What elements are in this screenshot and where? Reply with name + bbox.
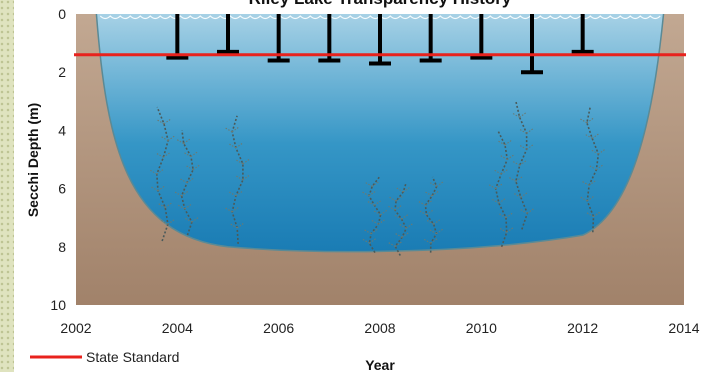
plant-leaf	[224, 126, 240, 133]
plant-leaf	[229, 222, 245, 229]
chart-panel: 0 2 4 6 8 10 2002 2004 2006 2008 2010 2012 2014 Ril…	[14, 0, 715, 372]
plant-leaf	[512, 159, 528, 166]
plant-leaf	[363, 228, 379, 235]
x-tick-2012: 2012	[567, 320, 598, 336]
plant-leaf	[373, 209, 388, 216]
plant-leaf	[224, 206, 240, 213]
plant-leaf	[429, 228, 444, 235]
secchi-bars	[166, 14, 594, 75]
plant-leaf	[371, 218, 386, 225]
plant-stalk	[394, 182, 408, 256]
secchi-depth-chart: 0 2 4 6 8 10 2002 2004 2006 2008 2010 2012 2014 Ril…	[25, 0, 700, 372]
plant-leaf	[508, 175, 524, 182]
plant-stalk	[424, 176, 438, 253]
legend-state-standard-label: State Standard	[86, 349, 179, 365]
plant-leaf	[586, 211, 601, 218]
plant-leaf	[426, 218, 441, 225]
plant-leaf	[519, 143, 535, 150]
plant-leaf	[424, 190, 440, 197]
x-tick-2010: 2010	[466, 320, 497, 336]
plant-leaf	[512, 111, 527, 118]
plant-leaf	[418, 199, 433, 206]
plant-leaf	[235, 158, 251, 165]
plant-leaf	[388, 240, 403, 247]
plant-leaf	[149, 168, 165, 175]
x-axis-title: Year	[365, 357, 395, 372]
plant-leaf	[364, 180, 380, 187]
legend: State Standard	[30, 349, 179, 365]
chart-title: Riley Lake Transparency History	[249, 0, 512, 8]
plant-leaf	[429, 180, 444, 187]
plant-leaf	[160, 218, 176, 225]
plant-leaf	[150, 185, 166, 192]
plant-leaf	[584, 132, 600, 139]
x-tick-2006: 2006	[263, 320, 294, 336]
y-tick-6: 6	[58, 181, 66, 197]
y-tick-0: 0	[58, 6, 66, 22]
plant-leaf	[581, 179, 597, 186]
plant-leaf	[394, 213, 409, 220]
plant-leaf	[177, 203, 193, 210]
y-tick-10: 10	[50, 297, 66, 313]
plant-leaf	[176, 138, 192, 144]
plant-leaf	[160, 135, 176, 142]
plant-leaf	[156, 118, 172, 125]
plant-leaf	[362, 237, 377, 244]
plant-leaf	[497, 139, 513, 146]
aquatic-plants	[149, 101, 606, 256]
y-axis-ticks: 0 2 4 6 8 10	[50, 6, 66, 313]
plant-leaf	[183, 151, 199, 158]
x-tick-2004: 2004	[162, 320, 193, 336]
plant-leaf	[174, 190, 189, 197]
plant-leaf	[498, 212, 514, 219]
plant-leaf	[367, 199, 382, 206]
plant-leaf	[185, 164, 201, 171]
plant-leaf	[396, 186, 411, 193]
plant-leaf	[488, 183, 504, 190]
plant-leaf	[493, 168, 509, 175]
plant-leaf	[499, 226, 515, 233]
plant-leaf	[184, 216, 200, 223]
plant-leaf	[398, 222, 414, 229]
plant-leaf	[589, 164, 604, 171]
plant-leaf	[387, 204, 403, 211]
plant-leaf	[228, 190, 244, 197]
plant-leaf	[579, 117, 595, 124]
plant-leaf	[419, 209, 434, 216]
y-tick-8: 8	[58, 239, 66, 255]
x-tick-2014: 2014	[668, 320, 699, 336]
x-axis-ticks: 2002 2004 2006 2008 2010 2012 2014	[60, 320, 699, 336]
plant-leaf	[388, 195, 404, 202]
plant-leaf	[591, 148, 606, 155]
plant-leaf	[519, 127, 534, 134]
x-tick-2002: 2002	[60, 320, 91, 336]
plant-leaf	[228, 142, 244, 149]
y-tick-4: 4	[58, 122, 66, 138]
plant-stalk	[515, 101, 529, 230]
plant-stalk	[231, 115, 244, 244]
plant-leaf	[579, 195, 595, 202]
plant-leaf	[423, 237, 439, 244]
x-tick-2008: 2008	[364, 320, 395, 336]
plant-leaf	[361, 190, 377, 197]
plant-leaf	[235, 174, 251, 181]
plant-leaf	[157, 202, 173, 208]
plant-leaf	[520, 207, 535, 214]
y-tick-2: 2	[58, 64, 66, 80]
plant-leaf	[513, 191, 529, 198]
plant-leaf	[156, 151, 171, 158]
plant-leaf	[491, 197, 507, 204]
y-axis-title: Secchi Depth (m)	[25, 103, 41, 217]
plant-leaf	[394, 231, 410, 238]
plant-leaf	[179, 177, 195, 184]
plant-leaf	[499, 154, 515, 160]
